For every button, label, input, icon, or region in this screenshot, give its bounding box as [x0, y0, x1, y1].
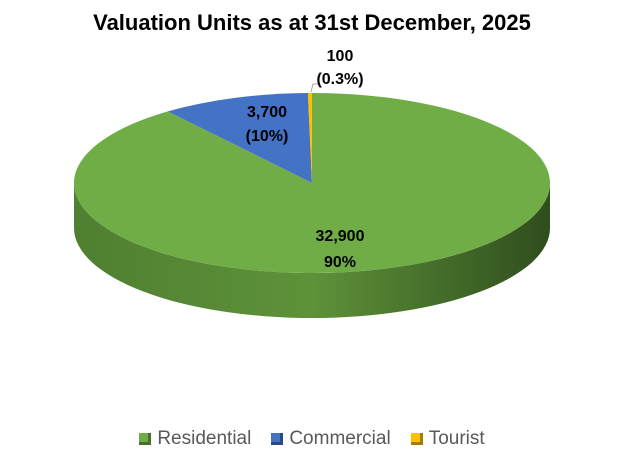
legend-label: Commercial: [289, 428, 391, 449]
legend-swatch: [271, 433, 284, 445]
pie-slice-commercial: [167, 93, 312, 183]
leader-line-tourist: [310, 83, 318, 93]
legend-item-residential: Residential: [139, 428, 251, 450]
data-label-value-commercial: 3,700: [247, 104, 287, 121]
chart-title: Valuation Units as at 31st December, 202…: [93, 10, 531, 35]
pie-slice-tourist: [307, 93, 312, 183]
pie-side-wall: [74, 183, 550, 318]
data-label-pct-tourist: (0.3%): [316, 71, 363, 88]
legend-swatch: [410, 433, 423, 445]
legend-item-tourist: Tourist: [410, 428, 485, 450]
legend: Residential Commercial Tourist: [0, 428, 624, 450]
legend-label: Residential: [157, 428, 252, 449]
data-label-pct-commercial: (10%): [246, 128, 289, 145]
data-label-value-tourist: 100: [327, 48, 354, 65]
data-label-pct-residential: 90%: [324, 254, 356, 271]
legend-swatch: [139, 433, 152, 445]
data-label-value-residential: 32,900: [316, 228, 365, 245]
legend-item-commercial: Commercial: [271, 428, 391, 450]
legend-label: Tourist: [428, 428, 485, 449]
